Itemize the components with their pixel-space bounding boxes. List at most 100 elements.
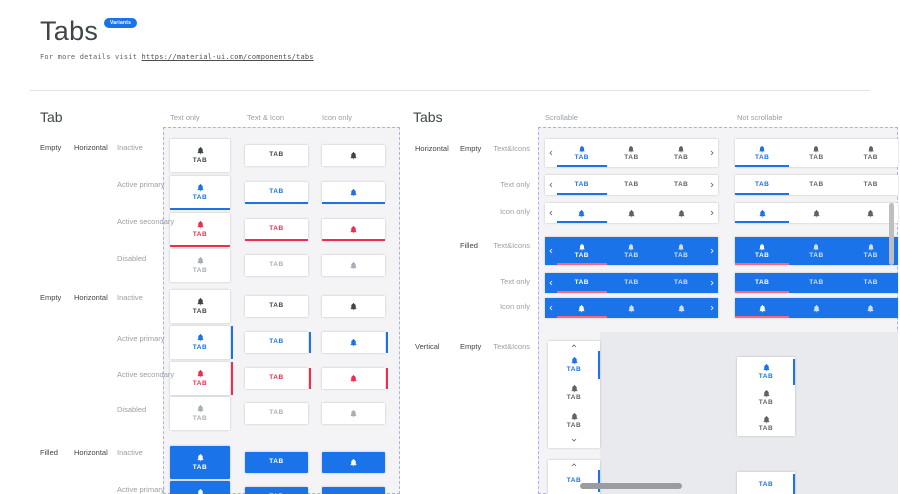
tab-item[interactable]: [735, 203, 789, 223]
tab-card[interactable]: TAB: [245, 145, 308, 166]
tab-item[interactable]: TAB: [557, 273, 607, 293]
tab-item[interactable]: TAB: [557, 237, 607, 265]
tab-card[interactable]: TAB: [245, 487, 308, 494]
tab-item[interactable]: TAB: [737, 411, 795, 437]
tab-card[interactable]: [322, 182, 385, 204]
tab-card[interactable]: TAB: [170, 249, 230, 282]
tab-item[interactable]: TAB: [789, 139, 843, 167]
tab-card[interactable]: TAB: [245, 255, 308, 276]
tab-item[interactable]: [656, 298, 706, 318]
tab-card[interactable]: [322, 219, 385, 241]
tabs-bar[interactable]: [735, 298, 898, 318]
tab-item[interactable]: TAB: [737, 359, 795, 385]
tab-item[interactable]: TAB: [844, 273, 898, 293]
tab-card[interactable]: [322, 403, 385, 424]
tabs-bar[interactable]: TAB TAB TAB: [545, 175, 718, 195]
tab-item[interactable]: TAB: [548, 379, 600, 407]
chevron-up-icon[interactable]: [548, 460, 600, 470]
tabs-bar[interactable]: TAB TAB TAB: [545, 237, 718, 265]
tabs-bar[interactable]: [545, 203, 718, 223]
tab-card[interactable]: TAB: [170, 446, 230, 479]
tab-item[interactable]: TAB: [844, 237, 898, 265]
tab-card[interactable]: [322, 255, 385, 276]
tabs-bar[interactable]: TAB TAB TAB: [545, 273, 718, 293]
tab-item[interactable]: TAB: [789, 237, 843, 265]
chevron-left-icon[interactable]: [547, 209, 555, 217]
tab-item[interactable]: TAB: [607, 175, 657, 195]
tab-item[interactable]: TAB: [656, 175, 706, 195]
tab-item[interactable]: TAB: [656, 273, 706, 293]
tab-item[interactable]: TAB: [548, 470, 600, 492]
chevron-right-icon[interactable]: [708, 209, 716, 217]
chevron-right-icon[interactable]: [708, 181, 716, 189]
tab-item[interactable]: TAB: [607, 237, 657, 265]
tabs-bar[interactable]: [735, 203, 898, 223]
tab-item[interactable]: TAB: [789, 273, 843, 293]
chevron-left-icon[interactable]: [547, 279, 555, 287]
tab-item[interactable]: TAB: [735, 237, 789, 265]
tab-card[interactable]: TAB: [245, 368, 311, 389]
tab-item[interactable]: [656, 203, 706, 223]
tabs-bar[interactable]: TAB TAB TAB: [735, 273, 898, 293]
tab-card[interactable]: [322, 452, 385, 473]
chevron-left-icon[interactable]: [547, 304, 555, 312]
chevron-down-icon[interactable]: [548, 435, 600, 445]
tab-card[interactable]: TAB: [170, 481, 230, 494]
tab-item[interactable]: [844, 298, 898, 318]
tab-item[interactable]: TAB: [735, 175, 789, 195]
tab-card[interactable]: TAB: [170, 176, 230, 210]
tab-card[interactable]: TAB: [170, 139, 230, 172]
tab-item[interactable]: TAB: [844, 175, 898, 195]
vertical-scrollbar-thumb[interactable]: [889, 203, 894, 265]
tab-item[interactable]: TAB: [656, 139, 706, 167]
tab-card[interactable]: TAB: [170, 326, 233, 359]
horizontal-scrollbar-thumb[interactable]: [580, 483, 682, 489]
tab-card[interactable]: [322, 145, 385, 166]
chevron-right-icon[interactable]: [708, 247, 716, 255]
chevron-left-icon[interactable]: [547, 247, 555, 255]
tab-item[interactable]: TAB: [557, 139, 607, 167]
tab-item[interactable]: TAB: [656, 237, 706, 265]
tab-item[interactable]: TAB: [607, 273, 657, 293]
tab-card[interactable]: TAB: [245, 452, 308, 473]
tab-item[interactable]: TAB: [735, 139, 789, 167]
tab-item[interactable]: [789, 298, 843, 318]
tab-card[interactable]: TAB: [170, 213, 230, 247]
tab-item[interactable]: [789, 203, 843, 223]
tab-item[interactable]: TAB: [737, 385, 795, 411]
tab-card[interactable]: TAB: [245, 332, 311, 353]
tab-item[interactable]: [844, 203, 898, 223]
chevron-right-icon[interactable]: [708, 279, 716, 287]
tab-item[interactable]: TAB: [737, 474, 795, 494]
tab-card[interactable]: [322, 487, 385, 494]
chevron-right-icon[interactable]: [708, 149, 716, 157]
tab-item[interactable]: [557, 203, 607, 223]
tabs-bar[interactable]: TAB TAB TAB: [735, 237, 898, 265]
tab-card[interactable]: TAB: [245, 182, 308, 204]
tab-item[interactable]: TAB: [548, 351, 600, 379]
tab-card[interactable]: [322, 368, 388, 389]
tabs-bar[interactable]: [545, 298, 718, 318]
tab-item[interactable]: [607, 298, 657, 318]
chevron-left-icon[interactable]: [547, 149, 555, 157]
tab-card[interactable]: TAB: [170, 397, 230, 430]
tabs-bar[interactable]: TAB TAB TAB: [545, 139, 718, 167]
tab-item[interactable]: TAB: [844, 139, 898, 167]
tab-item[interactable]: [607, 203, 657, 223]
tab-item[interactable]: TAB: [607, 139, 657, 167]
tabs-bar[interactable]: TAB TAB TAB: [735, 139, 898, 167]
tab-card[interactable]: [322, 296, 385, 317]
tab-item[interactable]: [735, 298, 789, 318]
tab-card[interactable]: TAB: [245, 403, 308, 424]
tab-card[interactable]: [322, 332, 388, 353]
tab-card[interactable]: TAB: [245, 296, 308, 317]
chevron-up-icon[interactable]: [548, 341, 600, 351]
tab-item[interactable]: [557, 298, 607, 318]
tab-card[interactable]: TAB: [245, 219, 308, 241]
docs-link[interactable]: https://material-ui.com/components/tabs: [141, 53, 314, 61]
chevron-right-icon[interactable]: [708, 304, 716, 312]
tab-card[interactable]: TAB: [170, 362, 233, 395]
